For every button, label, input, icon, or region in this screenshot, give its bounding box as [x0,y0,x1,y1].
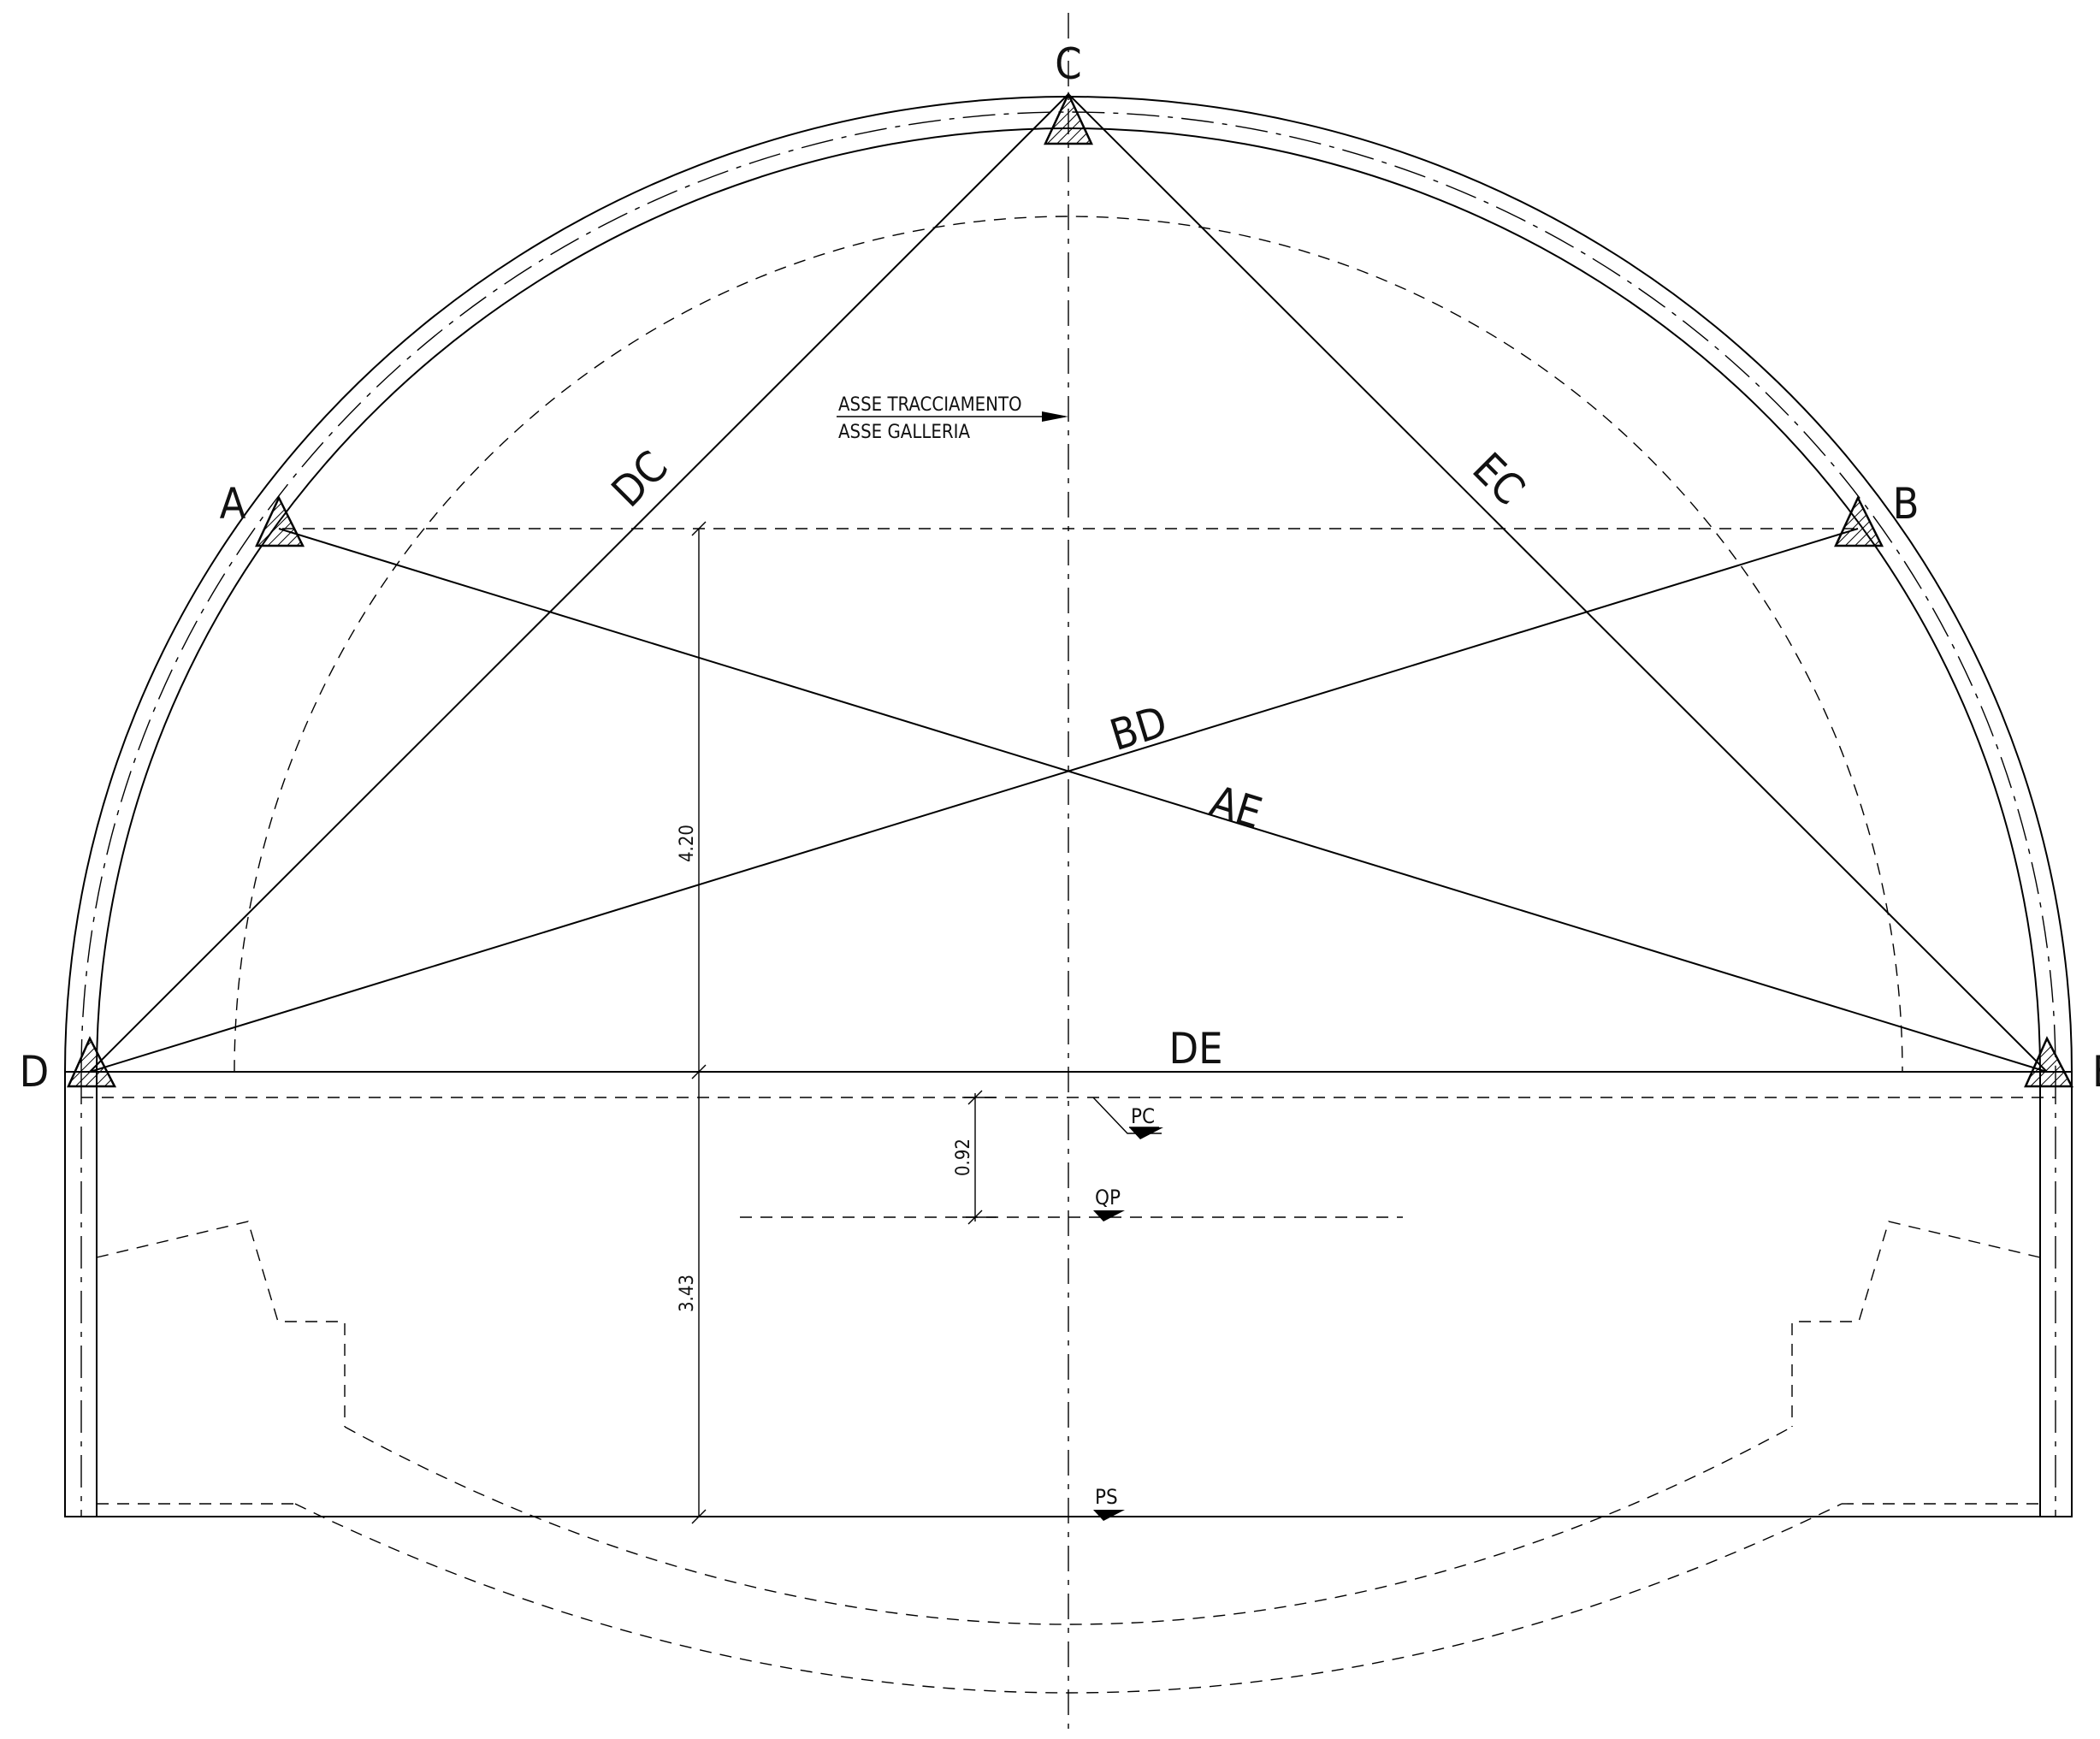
invert-arc-inner [344,1426,1793,1625]
axis-note-arrow [1042,411,1068,422]
level-qp: QP [1093,1186,1125,1221]
dimension-offset: 0.92 [953,1090,997,1225]
label-point-c: C [1055,39,1081,89]
marker-c [1044,92,1093,145]
level-qp-label: QP [1095,1186,1121,1210]
right-step-profile [1791,1221,2041,1427]
dimension-lower-label: 3.43 [677,1275,698,1312]
line-ae [278,528,2048,1073]
label-point-d: D [20,1047,50,1097]
label-point-e: E [2092,1047,2100,1097]
line-bd [89,528,1859,1073]
marker-e [2024,1036,2074,1088]
axis-note: ASSE TRACCIAMENTO ASSE GALLERIA [837,394,1068,443]
level-ps-label: PS [1095,1485,1118,1509]
line-ec [1068,93,2048,1073]
marker-d [67,1036,117,1088]
excavation-circle [234,216,1903,1073]
dimension-upper: 4.20 [677,521,707,1079]
label-point-b: B [1893,479,1920,529]
line-dc [89,93,1069,1073]
axis-note-line1: ASSE TRACCIAMENTO [838,394,1022,416]
dimension-upper-label: 4.20 [677,825,698,862]
level-ps: PS [1093,1485,1125,1521]
axis-note-line2: ASSE GALLERIA [838,422,970,443]
label-line-ec: EC [1463,443,1534,514]
label-line-de: DE [1168,1024,1222,1074]
left-step-profile [96,1221,346,1427]
level-pc: PC [1092,1097,1163,1139]
dimension-lower: 3.43 [677,1072,707,1524]
marker-a [255,495,305,547]
dimension-offset-label: 0.92 [953,1139,974,1176]
label-line-dc: DC [602,441,677,517]
marker-b [1834,495,1884,547]
label-line-bd: BD [1104,696,1173,760]
label-point-a: A [220,479,246,529]
level-pc-label: PC [1131,1104,1155,1128]
